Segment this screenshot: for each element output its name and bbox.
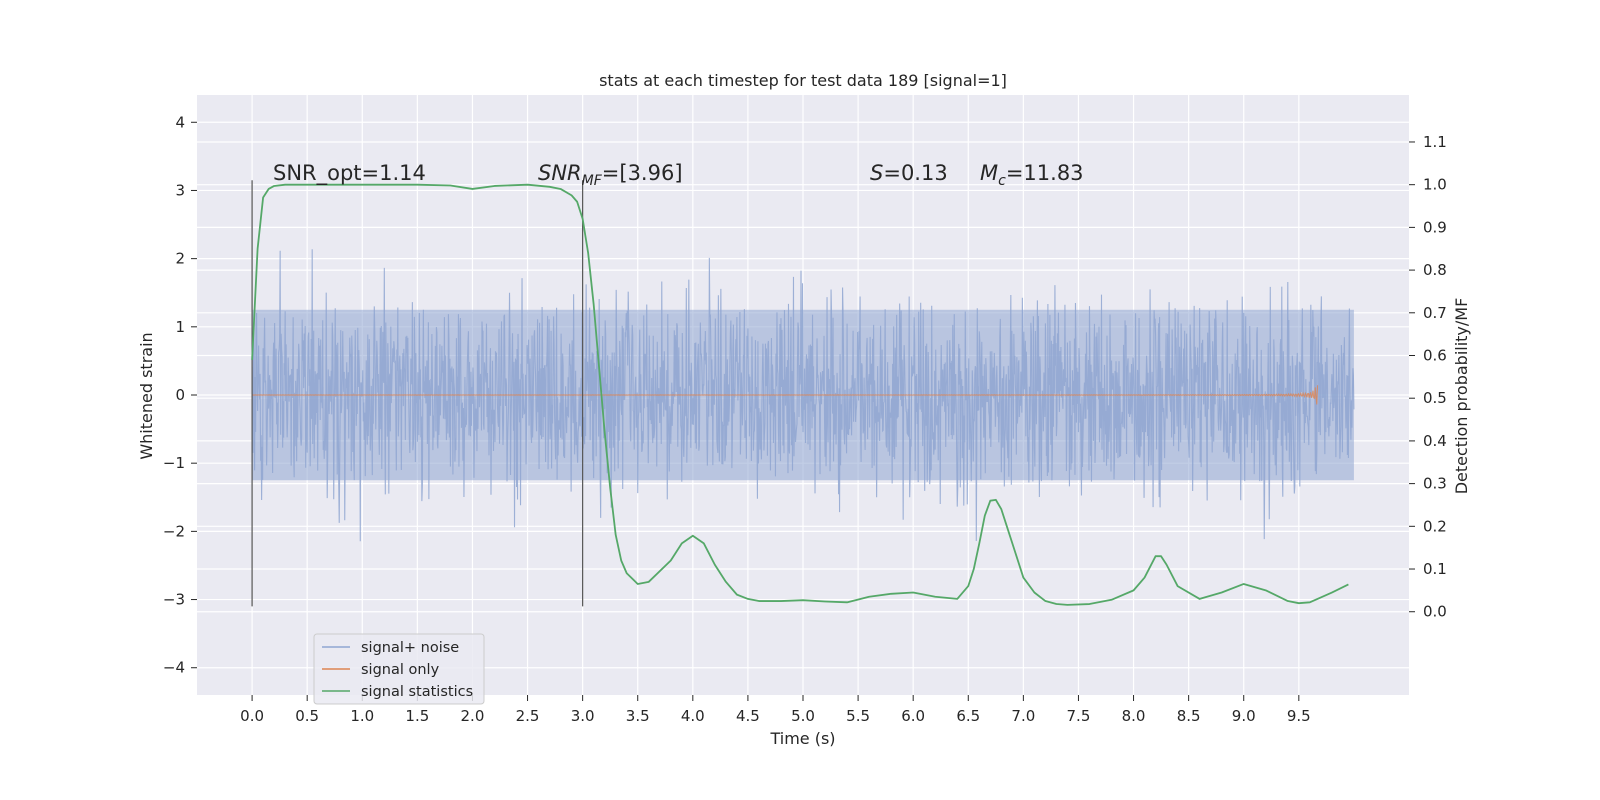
legend-label-signal-noise: signal+ noise <box>361 640 459 656</box>
right-y-tick-label: 1.1 <box>1423 133 1447 151</box>
x-tick-label: 8.0 <box>1122 707 1146 725</box>
left-y-axis-ticks: 4 3 2 1 0 −1 −2 −3 −4 <box>163 113 197 677</box>
x-tick-label: 2.5 <box>516 707 540 725</box>
annotation-snr-mf-value: =[3.96] <box>602 161 683 185</box>
chart-title: stats at each timestep for test data 189… <box>599 71 1007 90</box>
annotation-mc-value: =11.83 <box>1006 161 1084 185</box>
x-tick-label: 9.0 <box>1232 707 1256 725</box>
x-tick-label: 4.0 <box>681 707 705 725</box>
right-y-tick-label: 0.0 <box>1423 603 1447 621</box>
legend-label-signal-statistics: signal statistics <box>361 684 473 700</box>
annotation-s-value: =0.13 <box>883 161 947 185</box>
x-tick-label: 5.5 <box>846 707 870 725</box>
x-tick-label: 4.5 <box>736 707 760 725</box>
signal-statistics-line <box>251 183 1349 606</box>
left-y-tick-label: −2 <box>163 522 185 540</box>
left-y-tick-label: −3 <box>163 591 185 609</box>
annotation-s-name: S <box>870 161 883 185</box>
annotations: SNR_opt=1.14 SNRMF=[3.96] S=0.13 Mc=11.8… <box>273 161 1084 189</box>
annotation-snr-mf-name: SNR <box>538 161 582 185</box>
x-tick-label: 3.5 <box>626 707 650 725</box>
x-tick-label: 5.0 <box>791 707 815 725</box>
x-tick-label: 7.0 <box>1011 707 1035 725</box>
x-tick-label: 0.5 <box>295 707 319 725</box>
right-y-tick-label: 0.9 <box>1423 218 1447 236</box>
annotation-mc-name: M <box>980 161 998 185</box>
left-y-tick-label: 0 <box>175 386 185 404</box>
annotation-mc: Mc=11.83 <box>980 161 1084 189</box>
left-y-tick-label: −4 <box>163 659 185 677</box>
right-y-tick-label: 0.4 <box>1423 432 1447 450</box>
annotation-snr-mf: SNRMF=[3.96] <box>538 161 683 189</box>
signal-only-line <box>252 385 1319 405</box>
right-y-axis-label: Detection probability/MF <box>1452 298 1471 495</box>
vertical-markers <box>251 180 584 607</box>
annotation-s: S=0.13 <box>870 161 948 185</box>
x-tick-label: 1.5 <box>405 707 429 725</box>
legend-label-signal-only: signal only <box>361 662 440 678</box>
left-y-tick-label: −1 <box>163 454 185 472</box>
right-y-tick-label: 0.6 <box>1423 346 1447 364</box>
x-tick-label: 2.0 <box>461 707 485 725</box>
annotation-snr-opt: SNR_opt=1.14 <box>273 161 426 186</box>
legend: signal+ noise signal only signal statist… <box>313 633 485 705</box>
x-tick-label: 1.0 <box>350 707 374 725</box>
right-y-tick-label: 0.5 <box>1423 389 1447 407</box>
right-y-axis-ticks: 1.1 1.0 0.9 0.8 0.7 0.6 0.5 0.4 0.3 0.2 0.1 0.0 <box>1409 133 1447 621</box>
annotation-snr-mf-sub: MF <box>582 173 603 189</box>
x-tick-label: 3.0 <box>571 707 595 725</box>
x-tick-label: 6.5 <box>956 707 980 725</box>
left-y-tick-label: 3 <box>175 181 185 199</box>
left-y-axis-label: Whitened strain <box>137 332 156 459</box>
x-axis-ticks: 0.0 0.5 1.0 1.5 2.0 2.5 3.0 3.5 4.0 4.5 5.0 5.5 6.0 6… <box>240 695 1311 725</box>
annotation-mc-sub: c <box>998 173 1006 189</box>
left-y-tick-label: 1 <box>175 318 185 336</box>
x-axis-label: Time (s) <box>769 729 835 748</box>
series-signal-statistics <box>251 183 1349 606</box>
x-tick-label: 7.5 <box>1067 707 1091 725</box>
right-y-tick-label: 0.1 <box>1423 560 1447 578</box>
x-tick-label: 0.0 <box>240 707 264 725</box>
x-tick-label: 9.5 <box>1287 707 1311 725</box>
left-y-tick-label: 4 <box>175 113 185 131</box>
x-tick-label: 8.5 <box>1177 707 1201 725</box>
right-y-tick-label: 0.3 <box>1423 475 1447 493</box>
right-y-tick-label: 0.2 <box>1423 517 1447 535</box>
left-y-tick-label: 2 <box>175 250 185 268</box>
legend-box <box>313 633 485 705</box>
right-y-tick-label: 0.8 <box>1423 261 1447 279</box>
right-y-tick-label: 0.7 <box>1423 304 1447 322</box>
right-y-tick-label: 1.0 <box>1423 176 1447 194</box>
series-signal-only <box>252 385 1319 405</box>
x-tick-label: 6.0 <box>901 707 925 725</box>
